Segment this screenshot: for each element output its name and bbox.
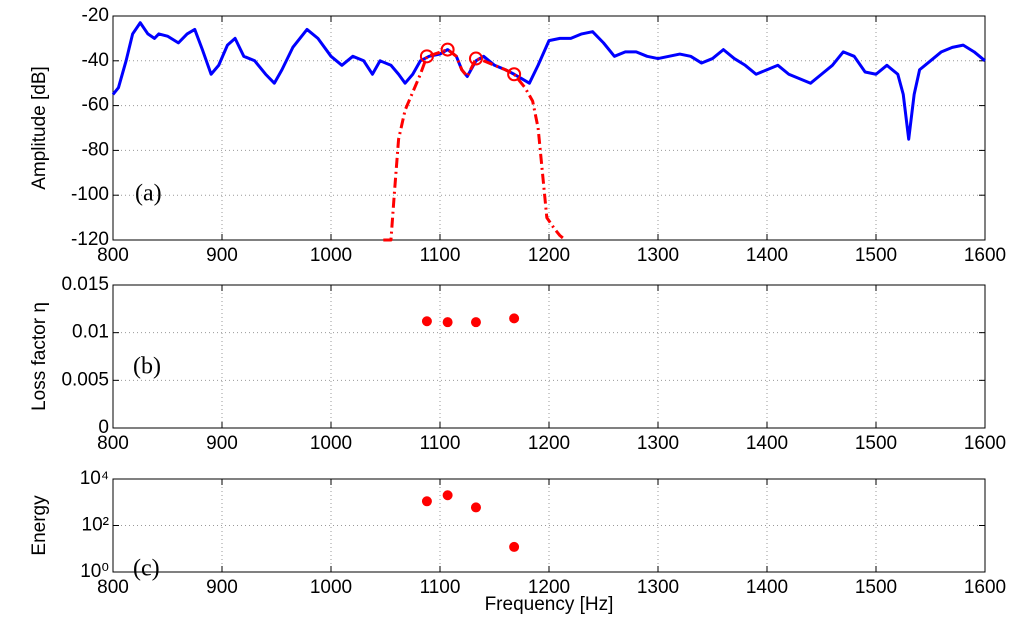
y-tick-label: 10² — [82, 515, 109, 536]
x-tick-label: 1100 — [420, 433, 461, 454]
y-tick-label: 10⁴ — [80, 468, 109, 489]
peak-marker — [440, 42, 455, 57]
panel-label: (a) — [135, 181, 162, 207]
x-tick-label: 1200 — [528, 245, 570, 266]
peak-marker — [468, 51, 483, 66]
y-tick-label: -40 — [82, 50, 109, 71]
axes-frame — [112, 284, 986, 429]
x-tick-label: 900 — [206, 245, 238, 266]
x-tick-label: 1200 — [528, 433, 570, 454]
y-tick-label: 0.005 — [61, 369, 109, 390]
point — [421, 316, 432, 327]
x-tick-label: 1100 — [420, 577, 461, 598]
x-tick-label: 1000 — [310, 245, 352, 266]
y-tick-label: -60 — [82, 95, 109, 116]
panel-label: (c) — [133, 556, 160, 582]
x-tick-label: 1400 — [746, 433, 788, 454]
x-tick-label: 1500 — [855, 245, 897, 266]
x-axis-label: Frequency [Hz] — [485, 594, 614, 615]
x-tick-label: 1300 — [637, 577, 679, 598]
x-tick-label: 1000 — [310, 577, 352, 598]
y-tick-label: -80 — [82, 139, 109, 160]
peak-marker — [419, 49, 434, 64]
point — [442, 317, 453, 328]
x-tick-label: 1600 — [964, 245, 1006, 266]
x-tick-label: 1600 — [964, 433, 1006, 454]
y-tick-label: 0.015 — [61, 274, 109, 295]
x-tick-label: 900 — [206, 577, 238, 598]
y-tick-label: -100 — [71, 184, 109, 205]
y-tick-label: 10⁰ — [80, 561, 109, 582]
point — [442, 490, 453, 501]
x-tick-label: 1500 — [855, 577, 897, 598]
point — [470, 317, 481, 328]
x-tick-label: 900 — [206, 433, 238, 454]
x-tick-label: 800 — [97, 577, 129, 598]
plot-area — [113, 285, 985, 428]
line — [111, 21, 986, 141]
line — [383, 48, 567, 242]
y-tick-label: -120 — [71, 229, 109, 250]
y-axis-label: Amplitude [dB] — [29, 66, 50, 190]
x-tick-label: 1500 — [855, 433, 897, 454]
y-tick-label: 0 — [98, 417, 109, 438]
point — [421, 496, 432, 507]
x-tick-label: 1300 — [637, 245, 679, 266]
y-tick-label: -20 — [82, 5, 109, 26]
point — [470, 502, 481, 513]
y-axis-label: Loss factor η — [29, 302, 50, 411]
axes-frame — [112, 478, 986, 573]
axes-frame — [112, 15, 986, 241]
peak-marker — [507, 67, 522, 82]
point — [509, 313, 520, 324]
y-axis-label: Energy — [29, 495, 50, 556]
x-tick-label: 1600 — [964, 577, 1006, 598]
x-tick-label: 1100 — [420, 245, 461, 266]
x-tick-label: 1200 — [528, 577, 570, 598]
x-tick-label: 800 — [97, 433, 129, 454]
x-tick-label: 800 — [97, 245, 129, 266]
x-tick-label: 1000 — [310, 433, 352, 454]
x-tick-label: 1400 — [746, 577, 788, 598]
panel-label: (b) — [133, 354, 161, 380]
y-tick-label: 0.01 — [72, 322, 109, 343]
x-tick-label: 1400 — [746, 245, 788, 266]
x-tick-label: 1300 — [637, 433, 679, 454]
point — [509, 541, 520, 552]
